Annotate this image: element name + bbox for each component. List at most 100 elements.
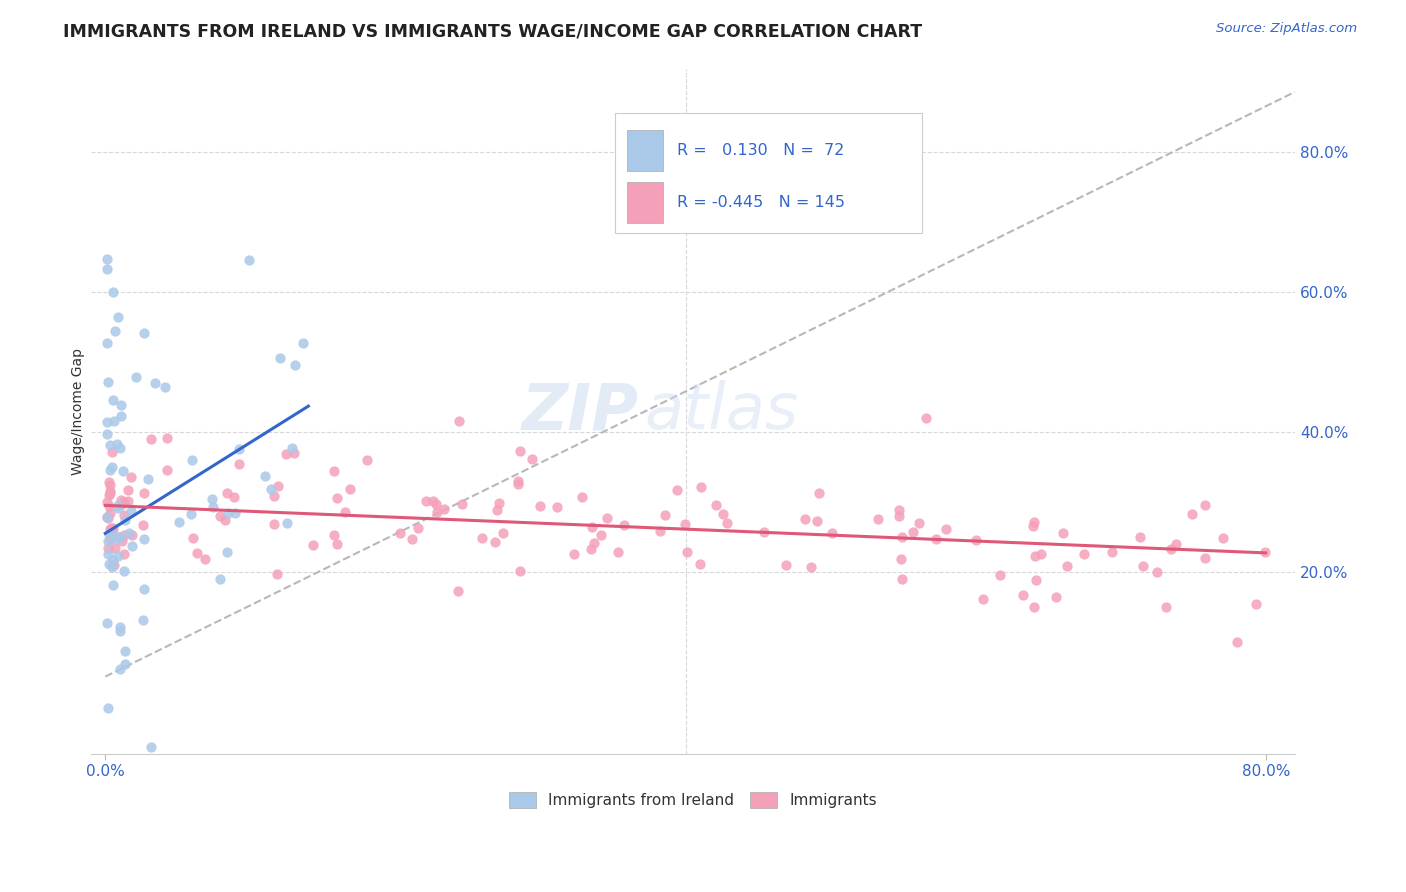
Point bbox=[228, 458, 250, 472]
Point bbox=[1160, 541, 1182, 556]
Point bbox=[509, 444, 531, 458]
Point bbox=[492, 525, 515, 540]
Point bbox=[1025, 574, 1047, 588]
Point bbox=[1073, 547, 1095, 561]
Point bbox=[217, 506, 239, 520]
Point bbox=[1194, 499, 1216, 513]
Point bbox=[302, 538, 325, 552]
Point bbox=[800, 559, 823, 574]
Point bbox=[108, 441, 131, 455]
Point bbox=[1194, 550, 1216, 565]
Point bbox=[263, 517, 285, 532]
Point bbox=[107, 310, 129, 324]
Y-axis label: Wage/Income Gap: Wage/Income Gap bbox=[72, 348, 86, 475]
Point bbox=[181, 531, 204, 545]
Point bbox=[98, 478, 121, 492]
Point bbox=[143, 376, 166, 390]
Point bbox=[509, 564, 531, 578]
Point bbox=[665, 483, 688, 497]
Point bbox=[1056, 559, 1078, 574]
Point bbox=[571, 490, 593, 504]
Point bbox=[650, 524, 672, 539]
Point bbox=[136, 471, 159, 485]
Point bbox=[125, 370, 148, 384]
Point bbox=[965, 533, 987, 547]
Point bbox=[111, 534, 134, 549]
Point bbox=[775, 558, 797, 573]
Point bbox=[582, 535, 605, 549]
Point bbox=[110, 624, 132, 638]
Point bbox=[117, 493, 139, 508]
Point bbox=[98, 475, 121, 489]
Point bbox=[449, 414, 471, 428]
Text: R =   0.130   N =  72: R = 0.130 N = 72 bbox=[678, 144, 845, 158]
Point bbox=[1022, 599, 1045, 614]
Point bbox=[925, 532, 948, 546]
Point bbox=[1244, 597, 1267, 611]
Point bbox=[891, 572, 914, 586]
Point bbox=[215, 486, 238, 500]
Point bbox=[100, 445, 122, 459]
Point bbox=[110, 398, 132, 412]
Point bbox=[96, 415, 118, 429]
Point bbox=[690, 480, 713, 494]
Point bbox=[132, 614, 155, 628]
Point bbox=[112, 565, 135, 579]
Point bbox=[263, 489, 285, 503]
Text: Source: ZipAtlas.com: Source: ZipAtlas.com bbox=[1216, 22, 1357, 36]
Point bbox=[935, 522, 957, 536]
Point bbox=[224, 506, 246, 520]
Point bbox=[433, 501, 456, 516]
Point bbox=[180, 507, 202, 521]
Point bbox=[132, 326, 155, 340]
Point bbox=[156, 463, 179, 477]
Point bbox=[107, 498, 129, 512]
Point bbox=[107, 549, 129, 563]
Point bbox=[1052, 526, 1074, 541]
Point bbox=[280, 442, 302, 456]
Point bbox=[676, 545, 699, 559]
Point bbox=[1181, 507, 1204, 521]
Point bbox=[153, 380, 176, 394]
Point bbox=[96, 261, 118, 276]
Point bbox=[1128, 530, 1150, 544]
Point bbox=[121, 528, 143, 542]
Point bbox=[103, 414, 125, 428]
Point bbox=[422, 493, 444, 508]
Point bbox=[112, 547, 135, 561]
Point bbox=[716, 516, 738, 531]
Point bbox=[889, 509, 911, 524]
Point bbox=[915, 411, 938, 425]
Point bbox=[325, 537, 347, 551]
Point bbox=[110, 662, 132, 676]
Point bbox=[114, 508, 136, 522]
Point bbox=[581, 542, 603, 557]
Point bbox=[269, 351, 291, 365]
Point bbox=[546, 500, 568, 514]
Point bbox=[471, 531, 494, 545]
Point bbox=[581, 520, 603, 534]
Point bbox=[866, 512, 889, 526]
Point bbox=[807, 485, 830, 500]
Point bbox=[562, 548, 585, 562]
Point bbox=[114, 644, 136, 658]
Point bbox=[292, 336, 315, 351]
Point bbox=[793, 511, 815, 525]
Point bbox=[1226, 634, 1249, 648]
Point bbox=[96, 252, 118, 267]
Point bbox=[96, 510, 118, 524]
Point bbox=[228, 442, 250, 456]
Point bbox=[98, 463, 121, 477]
Point bbox=[613, 517, 636, 532]
Point bbox=[96, 511, 118, 525]
Bar bbox=[627, 130, 662, 171]
Point bbox=[214, 513, 236, 527]
Point bbox=[711, 508, 734, 522]
Point bbox=[104, 528, 127, 542]
Point bbox=[98, 526, 121, 541]
Point bbox=[1045, 590, 1067, 604]
Point bbox=[208, 509, 231, 524]
Point bbox=[339, 482, 361, 496]
Point bbox=[104, 324, 127, 338]
Point bbox=[97, 375, 120, 389]
